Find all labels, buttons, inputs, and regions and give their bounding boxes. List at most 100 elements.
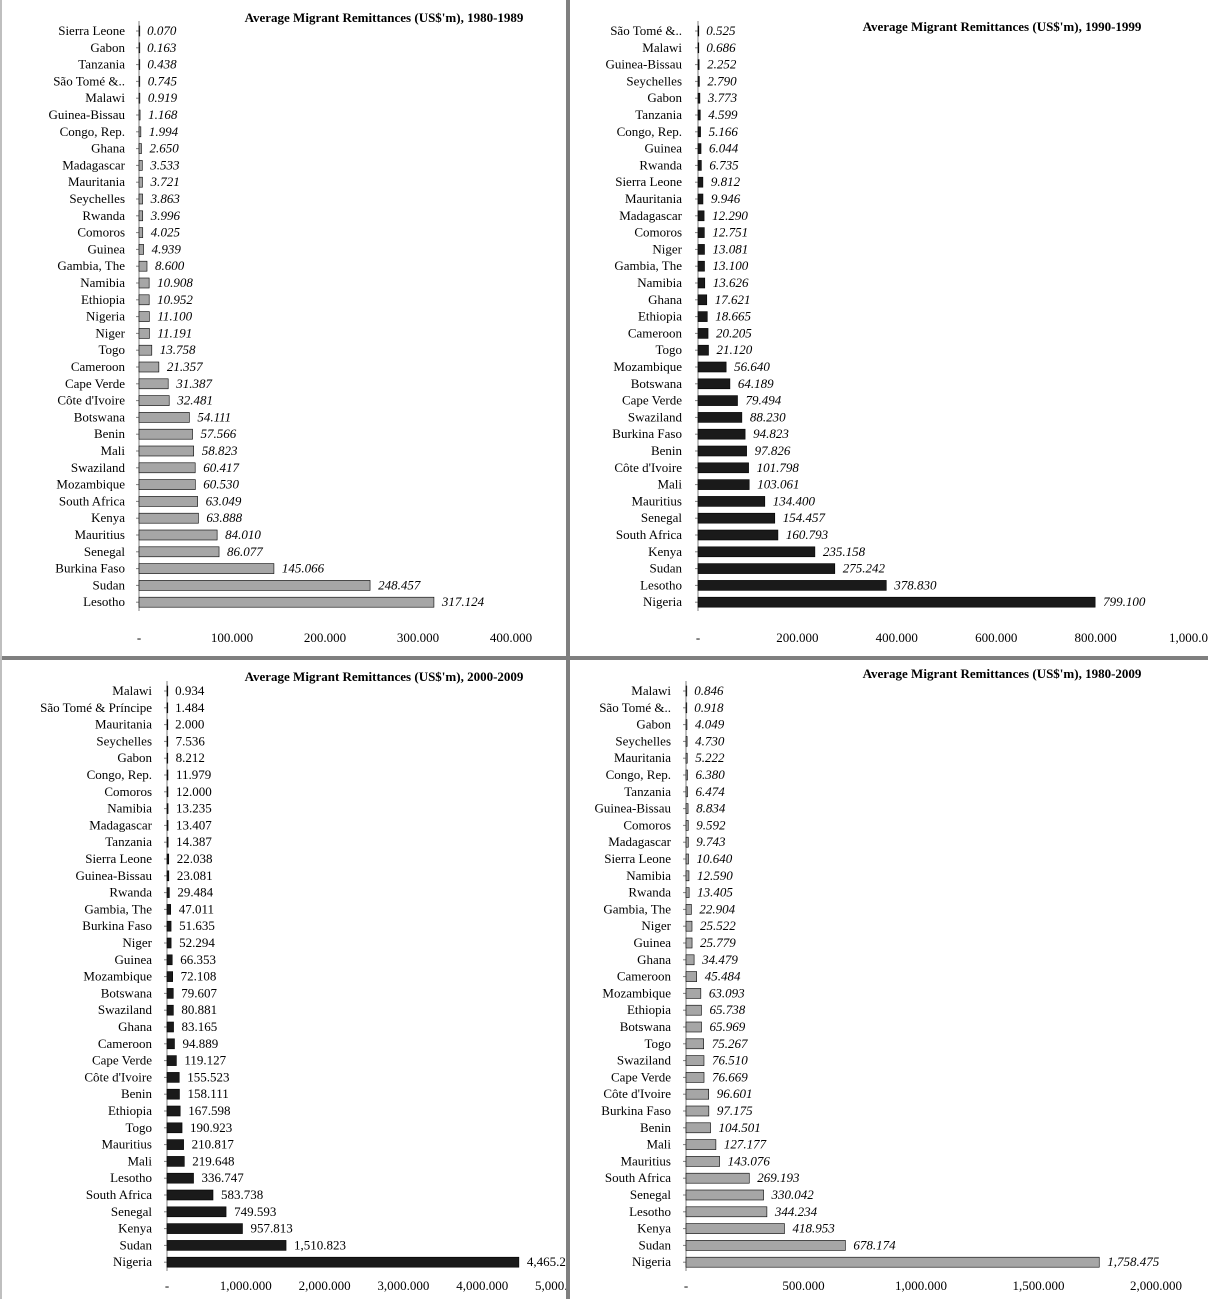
value-label: 32.481 bbox=[176, 393, 213, 408]
x-tick-label: - bbox=[137, 630, 141, 645]
value-label: 25.522 bbox=[700, 918, 736, 933]
category-label: South Africa bbox=[616, 527, 682, 542]
category-label: Guinea bbox=[633, 935, 671, 950]
category-label: Ethiopia bbox=[638, 309, 682, 324]
category-label: Congo, Rep. bbox=[60, 124, 125, 139]
category-label: Senegal bbox=[111, 1204, 153, 1219]
bar bbox=[166, 1223, 243, 1234]
value-label: 6.380 bbox=[695, 767, 725, 782]
x-tick-label: 200.000 bbox=[304, 630, 346, 645]
category-label: Namibia bbox=[637, 275, 682, 290]
bar bbox=[685, 752, 688, 764]
category-label: Burkina Faso bbox=[612, 426, 682, 441]
category-label: Kenya bbox=[648, 544, 682, 559]
category-label: Cameroon bbox=[98, 1036, 153, 1051]
category-label: South Africa bbox=[59, 493, 125, 508]
category-label: Madagascar bbox=[619, 208, 682, 223]
value-label: 0.918 bbox=[694, 700, 724, 715]
value-label: 31.387 bbox=[175, 376, 212, 391]
bar bbox=[138, 395, 170, 406]
value-label: 52.294 bbox=[179, 935, 215, 950]
bar bbox=[138, 546, 220, 558]
bar bbox=[138, 176, 143, 188]
category-label: Côte d'Ivoire bbox=[84, 1069, 152, 1084]
value-label: 2.252 bbox=[707, 57, 737, 72]
value-label: 13.100 bbox=[713, 258, 749, 273]
category-label: Seychelles bbox=[615, 733, 671, 748]
category-label: Seychelles bbox=[626, 73, 682, 88]
bar bbox=[685, 1156, 720, 1167]
value-label: 86.077 bbox=[227, 544, 263, 559]
x-tick-label: 1,000.000 bbox=[220, 1278, 272, 1293]
value-label: 11.100 bbox=[157, 309, 192, 324]
x-tick-label: - bbox=[696, 630, 700, 645]
category-label: Kenya bbox=[637, 1221, 671, 1236]
category-label: Tanzania bbox=[635, 107, 682, 122]
category-label: Cape Verde bbox=[92, 1053, 152, 1068]
value-label: 56.640 bbox=[734, 359, 770, 374]
value-label: 210.817 bbox=[192, 1137, 235, 1152]
bar bbox=[166, 752, 169, 764]
bar bbox=[685, 1172, 750, 1184]
bar bbox=[697, 344, 709, 356]
chart-panel-1980-2009: Average Migrant Remittances (US$'m), 198… bbox=[570, 660, 1208, 1299]
bar bbox=[685, 1223, 785, 1234]
bar bbox=[138, 143, 142, 154]
category-label: Sudan bbox=[639, 1237, 672, 1252]
category-label: Burkina Faso bbox=[82, 918, 152, 933]
category-label: Malawi bbox=[85, 90, 125, 105]
category-label: Cameroon bbox=[71, 359, 126, 374]
value-label: 4.599 bbox=[708, 107, 738, 122]
category-label: Niger bbox=[652, 241, 682, 256]
bar bbox=[138, 311, 150, 322]
category-label: Togo bbox=[655, 342, 682, 357]
chart-panel-1990-1999: Average Migrant Remittances (US$'m), 199… bbox=[570, 0, 1208, 656]
value-label: 12.751 bbox=[712, 225, 748, 240]
category-label: Ethiopia bbox=[108, 1103, 152, 1118]
bar bbox=[166, 937, 172, 949]
category-label: Kenya bbox=[91, 510, 125, 525]
value-label: 10.952 bbox=[157, 292, 193, 307]
category-label: Tanzania bbox=[105, 834, 152, 849]
value-label: 45.484 bbox=[705, 969, 741, 984]
bar bbox=[166, 836, 169, 848]
category-label: Sierra Leone bbox=[604, 851, 671, 866]
value-label: 10.640 bbox=[697, 851, 733, 866]
category-label: Togo bbox=[644, 1036, 671, 1051]
bar bbox=[697, 445, 747, 457]
value-label: 799.100 bbox=[1103, 594, 1146, 609]
bar bbox=[138, 193, 143, 205]
vertical-divider bbox=[566, 0, 570, 1299]
category-label: Gambia, The bbox=[614, 258, 682, 273]
bar bbox=[138, 294, 150, 306]
category-label: Mauritius bbox=[620, 1153, 671, 1168]
x-tick-label: 200.000 bbox=[776, 630, 818, 645]
x-tick-label: 500.000 bbox=[782, 1278, 824, 1293]
bar bbox=[138, 160, 143, 171]
category-label: South Africa bbox=[86, 1187, 152, 1202]
category-label: Mali bbox=[100, 443, 125, 458]
category-label: São Tomé &.. bbox=[53, 73, 125, 88]
bar bbox=[697, 59, 700, 70]
value-label: 25.779 bbox=[700, 935, 736, 950]
chart-title: Average Migrant Remittances (US$'m), 198… bbox=[245, 10, 524, 25]
bar bbox=[166, 904, 172, 915]
category-label: Mauritania bbox=[95, 717, 152, 732]
value-label: 20.205 bbox=[716, 325, 752, 340]
category-label: Mauritius bbox=[74, 527, 125, 542]
category-label: Tanzania bbox=[78, 57, 125, 72]
value-label: 3.863 bbox=[150, 191, 181, 206]
value-label: 119.127 bbox=[184, 1053, 226, 1068]
value-label: 3.721 bbox=[149, 174, 179, 189]
category-label: Lesotho bbox=[629, 1204, 671, 1219]
bar bbox=[685, 853, 689, 865]
bar bbox=[685, 820, 689, 831]
chart-title: Average Migrant Remittances (US$'m), 199… bbox=[863, 19, 1142, 34]
value-label: 127.177 bbox=[724, 1137, 767, 1152]
bar bbox=[685, 719, 688, 730]
bar bbox=[685, 1038, 704, 1050]
category-label: Mauritius bbox=[101, 1137, 152, 1152]
category-label: Cape Verde bbox=[65, 376, 125, 391]
category-label: Malawi bbox=[112, 683, 152, 698]
category-label: Benin bbox=[94, 426, 126, 441]
